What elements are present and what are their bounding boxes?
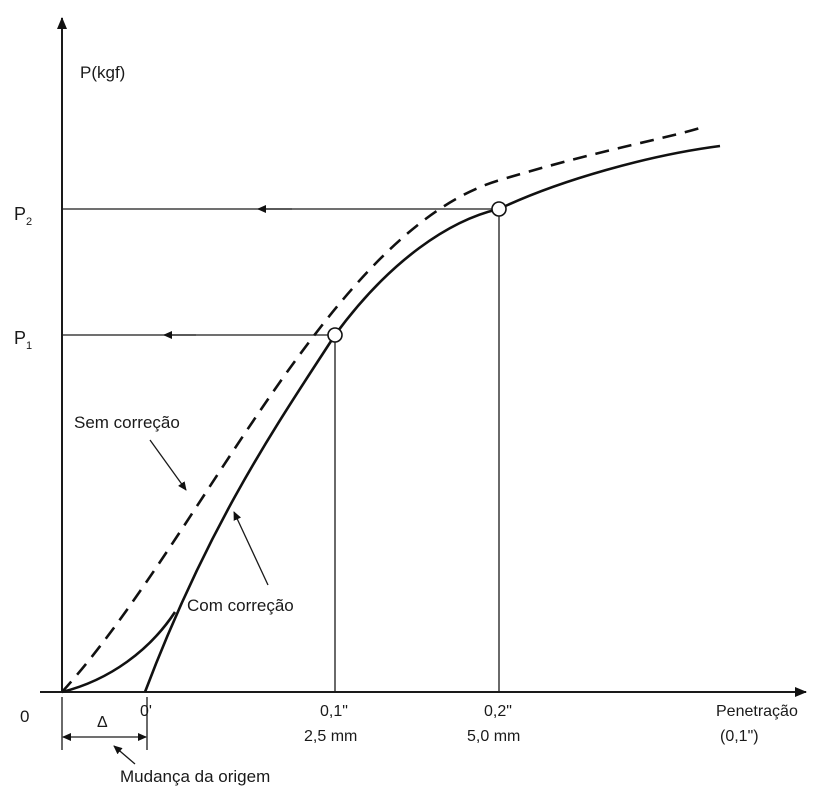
delta-label: Δ [97, 714, 108, 731]
y-axis-label: P(kgf) [80, 63, 125, 82]
series-label-com-correcao: Com correção [187, 596, 294, 615]
series-com-correcao-initial [61, 611, 177, 694]
y-tick-p2: P2 [14, 204, 32, 228]
marker-p2 [491, 201, 507, 217]
y-tick-p1: P1 [14, 328, 32, 352]
series-com-correcao [143, 144, 721, 693]
marker-p1 [327, 327, 343, 343]
shifted-origin-label: 0' [140, 703, 152, 720]
sem-correcao-pointer [149, 439, 187, 491]
x-tick-01-line1: 0,1" [320, 703, 348, 720]
origin-label: 0 [20, 707, 29, 726]
series-sem-correcao [61, 126, 701, 693]
x-tick-02-line2: 5,0 mm [467, 728, 520, 745]
x-tick-02-line1: 0,2" [484, 703, 512, 720]
series-label-sem-correcao: Sem correção [74, 413, 180, 432]
com-correcao-pointer [233, 511, 269, 586]
origin-shift-label: Mudança da origem [120, 767, 270, 786]
x-axis-label-line2: (0,1") [720, 728, 759, 745]
x-tick-01-line2: 2,5 mm [304, 728, 357, 745]
x-axis-label-line1: Penetração [716, 703, 798, 720]
origin-shift-pointer [113, 745, 136, 765]
